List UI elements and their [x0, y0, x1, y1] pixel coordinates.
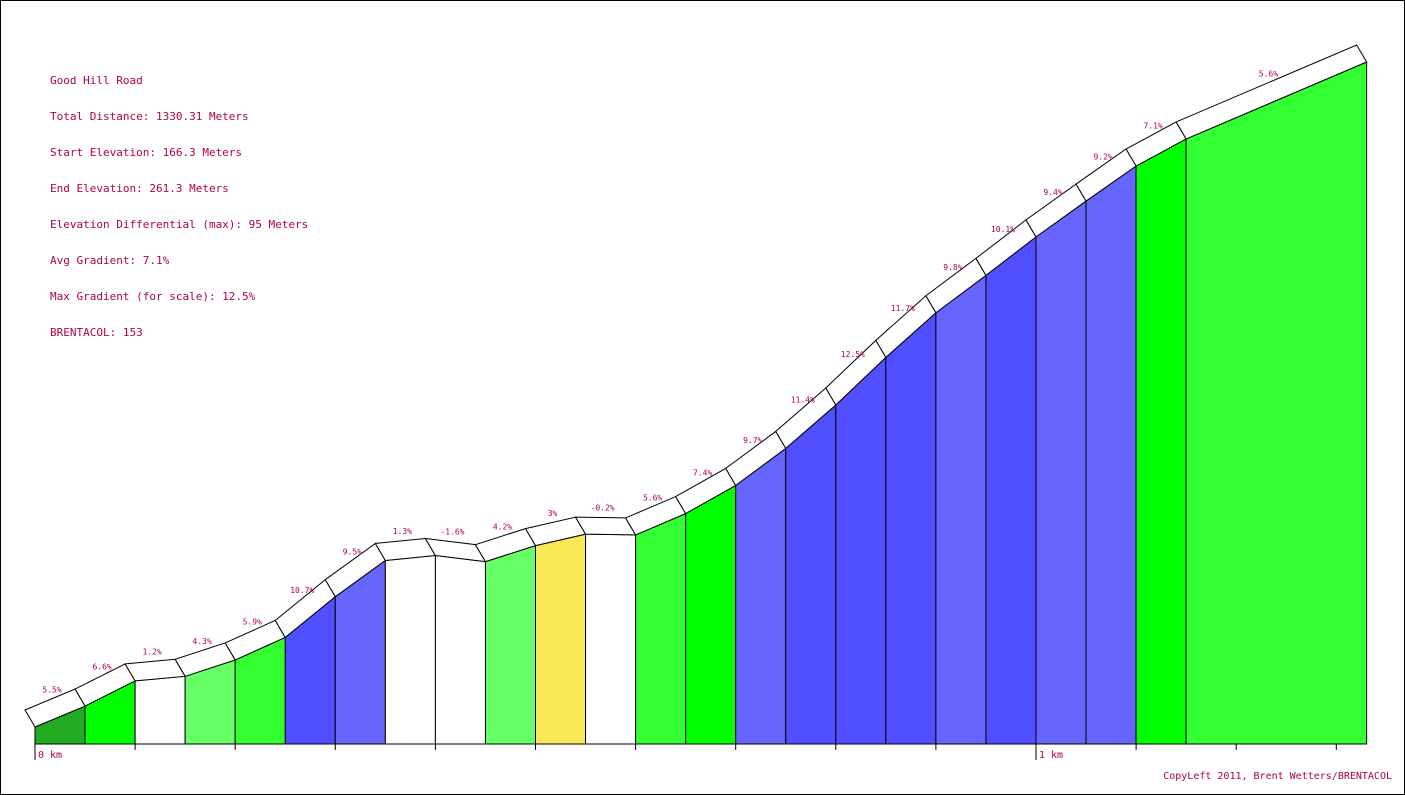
segment-fill-14	[685, 484, 737, 745]
segment-fill-8	[384, 554, 436, 745]
x-tick-label-1: 1 km	[1039, 750, 1063, 761]
segment-fill-19	[935, 274, 987, 745]
segment-fill-16	[785, 403, 837, 745]
gradient-label-24: 5.6%	[1259, 69, 1278, 78]
gradient-label-1: 5.5%	[42, 686, 61, 695]
gradient-label-20: 10.1%	[991, 225, 1015, 234]
gradient-label-19: 9.8%	[943, 263, 962, 272]
gradient-label-5: 5.9%	[243, 618, 262, 627]
gradient-label-9: -1.6%	[440, 528, 464, 537]
segment-fill-23	[1135, 138, 1187, 745]
segment-fill-15	[735, 447, 787, 745]
segment-fill-13	[635, 512, 687, 745]
gradient-label-11: 3%	[548, 509, 558, 518]
gradient-label-14: 7.4%	[693, 468, 712, 477]
segment-fill-22	[1085, 165, 1137, 745]
gradient-label-15: 9.7%	[743, 436, 762, 445]
gradient-label-21: 9.4%	[1043, 188, 1062, 197]
segment-fill-24	[1185, 61, 1368, 745]
avg-gradient: Avg Gradient: 7.1%	[50, 254, 170, 267]
gradient-label-3: 1.2%	[142, 648, 161, 657]
segment-fill-9	[434, 554, 486, 745]
gradient-label-10: 4.2%	[493, 523, 512, 532]
segment-fill-17	[835, 356, 887, 745]
gradient-label-16: 11.4%	[791, 396, 815, 405]
gradient-label-2: 6.6%	[92, 662, 111, 671]
gradient-label-18: 11.7%	[891, 304, 915, 313]
segment-road-24	[1175, 44, 1368, 140]
gradient-label-12: -0.2%	[591, 504, 615, 513]
gradient-label-13: 5.6%	[643, 493, 662, 502]
gradient-label-22: 9.2%	[1093, 153, 1112, 162]
segment-fill-11	[535, 533, 587, 745]
gradient-label-4: 4.3%	[193, 637, 212, 646]
segment-fill-12	[585, 533, 637, 745]
segment-fill-10	[484, 544, 536, 745]
segment-fill-3	[134, 675, 186, 745]
start-elevation: Start Elevation: 166.3 Meters	[50, 146, 243, 159]
route-name: Good Hill Road	[50, 74, 143, 87]
gradient-label-8: 1.3%	[393, 527, 412, 536]
end-elevation: End Elevation: 261.3 Meters	[50, 182, 229, 195]
brentacol-score: BRENTACOL: 153	[50, 326, 143, 339]
segment-fill-21	[1035, 200, 1087, 745]
elevation-differential: Elevation Differential (max): 95 Meters	[50, 218, 309, 231]
x-tick-label-0: 0 km	[38, 750, 62, 761]
gradient-label-17: 12.5%	[841, 350, 865, 359]
gradient-label-6: 10.7%	[290, 586, 314, 595]
route-info-panel: Good Hill Road Total Distance: 1330.31 M…	[50, 51, 308, 351]
copyleft-text: CopyLeft 2011, Brent Wetters/BRENTACOL	[1163, 771, 1392, 782]
max-gradient: Max Gradient (for scale): 12.5%	[50, 290, 256, 303]
gradient-label-23: 7.1%	[1143, 121, 1162, 130]
segment-fill-18	[885, 311, 937, 745]
total-distance: Total Distance: 1330.31 Meters	[50, 110, 249, 123]
gradient-label-7: 9.5%	[343, 548, 362, 557]
segment-fill-20	[985, 235, 1037, 745]
